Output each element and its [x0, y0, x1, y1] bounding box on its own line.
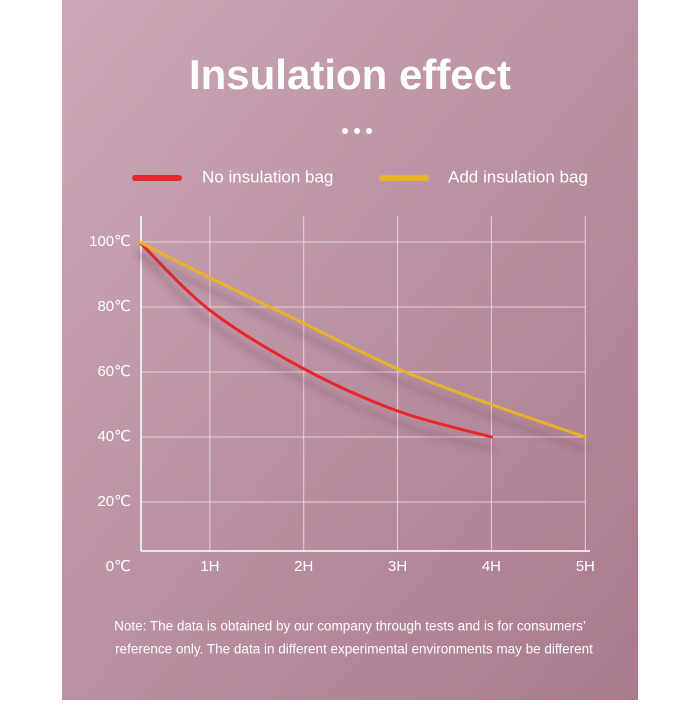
legend-label: No insulation bag [202, 167, 333, 186]
x-tick-label: 4H [482, 558, 501, 575]
legend-label: Add insulation bag [448, 167, 588, 186]
series-line [137, 240, 587, 439]
y-tick-label: 20℃ [97, 493, 131, 510]
note-line: Note: The data is obtained by our compan… [114, 619, 586, 634]
background-panel [62, 0, 638, 700]
y-tick-label: 60℃ [97, 363, 131, 380]
y-tick-label: 40℃ [97, 428, 131, 445]
y-tick-label: 80℃ [97, 298, 131, 315]
x-tick-label: 1H [200, 558, 219, 575]
x-tick-label: 3H [388, 558, 407, 575]
chart-title: Insulation effect [189, 51, 511, 98]
note-line: reference only. The data in different ex… [115, 642, 593, 657]
x-tick-label: 2H [294, 558, 313, 575]
y-tick-label: 0℃ [106, 558, 131, 575]
series-line [137, 240, 493, 439]
y-tick-label: 100℃ [89, 233, 131, 250]
x-tick-label: 5H [576, 558, 595, 575]
decor-dots [342, 128, 372, 134]
